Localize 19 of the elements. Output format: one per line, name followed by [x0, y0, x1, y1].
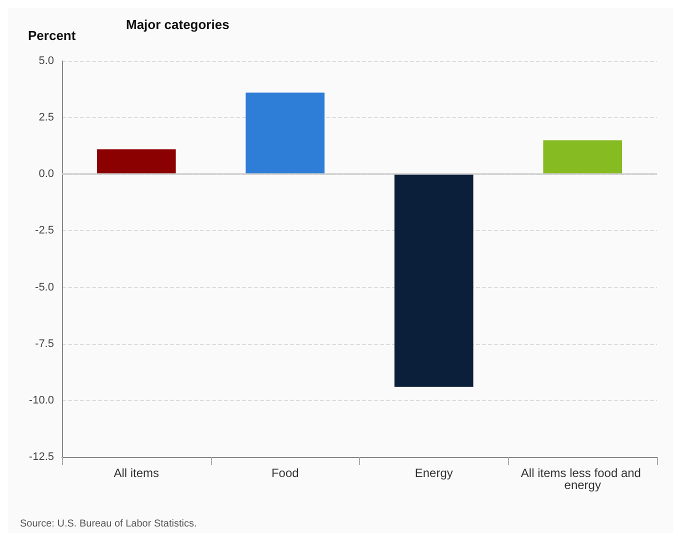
chart-title: Major categories: [126, 17, 230, 32]
y-tick-label: -5.0: [35, 281, 54, 294]
bar: [394, 174, 474, 387]
y-tick-label: 2.5: [38, 112, 54, 124]
y-tick-label: -12.5: [28, 451, 54, 463]
y-tick-label: -10.0: [28, 394, 54, 406]
x-tick-label: All items less food and energy: [520, 466, 644, 492]
y-tick-label: -2.5: [35, 224, 54, 237]
y-tick-label: -7.5: [35, 338, 54, 350]
y-tick-label: 0.0: [38, 168, 54, 180]
bar: [543, 140, 622, 174]
y-tick-label: 5.0: [38, 55, 54, 67]
y-axis-title: Percent: [28, 28, 76, 43]
source-note: Source: U.S. Bureau of Labor Statistics.: [20, 518, 197, 530]
bar: [96, 149, 176, 174]
x-tick-label: Energy: [414, 466, 453, 480]
x-tick-label: Food: [271, 466, 299, 480]
x-tick-label: All items: [114, 466, 160, 480]
bar: [246, 92, 325, 174]
